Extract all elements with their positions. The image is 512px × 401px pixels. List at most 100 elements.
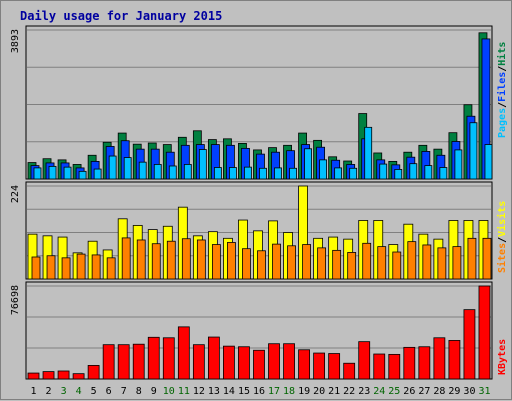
x-tick-label: 26 [403,386,415,397]
x-tick-label: 28 [433,386,445,397]
kbytes-bar [238,346,250,380]
kbytes-bar [87,365,100,380]
sites-bar [422,244,432,280]
kbytes-bar [162,337,175,380]
legend-top: Pages/Files/Hits [496,42,508,138]
pages-bar [454,149,463,180]
sites-bar [317,247,327,280]
pages-bar [469,122,478,180]
kbytes-bar [132,343,145,380]
kbytes-bar [403,346,416,380]
x-tick-label: 17 [268,386,280,397]
sites-bar [196,239,206,280]
kbytes-bar [313,352,326,380]
x-tick-label: 2 [46,386,52,397]
x-tick-label: 29 [448,386,460,397]
pages-bar [48,165,57,180]
sites-bar [242,248,251,280]
sites-bar [437,247,447,280]
pages-bar [349,167,358,180]
kbytes-bar [192,344,205,380]
x-tick-label: 31 [478,386,490,397]
x-tick-label: 8 [136,386,142,397]
x-tick-label: 7 [121,386,127,397]
legend-item-visits: Visits [496,201,508,237]
pages-bar [304,148,312,180]
kbytes-bar [57,370,70,380]
kbytes-bar [117,344,130,380]
x-tick-label: 23 [358,386,370,397]
x-tick-label: 27 [418,386,430,397]
pages-bar [364,126,373,180]
x-tick-label: 5 [91,386,97,397]
pages-bar [394,169,403,180]
legend-separator: / [497,102,508,108]
pages-bar [334,167,343,180]
kbytes-bar [328,353,341,380]
sites-bar [46,255,56,280]
sites-bar [181,238,191,280]
pages-bar [244,166,252,180]
kbytes-bar [388,353,401,380]
kbytes-bar [433,337,446,380]
kbytes-bar [298,349,310,380]
legend-separator: / [497,237,508,243]
y-max-label-middle: 224 [10,185,21,203]
kbytes-bar [268,343,280,380]
sites-bar [257,250,266,280]
pages-bar [484,144,493,180]
x-tick-label: 25 [388,386,400,397]
pages-bar [289,167,297,180]
pages-bar [274,167,282,180]
x-tick-label: 9 [151,386,157,397]
x-tick-label: 30 [463,386,475,397]
x-tick-label: 11 [178,386,190,397]
kbytes-bar [72,373,85,380]
sites-bar [136,239,146,280]
sites-bar [151,243,161,280]
pages-bar [198,149,207,180]
kbytes-bar [42,371,55,380]
pages-bar [93,168,102,180]
kbytes-bar [448,340,461,380]
kbytes-bar [27,372,40,380]
x-tick-label: 4 [76,386,82,397]
legend-bottom: KBytes [497,339,508,375]
pages-bar [259,167,267,180]
sites-bar [211,244,221,280]
sites-bar [467,237,477,280]
pages-bar [168,165,177,180]
chart-title: Daily usage for January 2015 [20,9,222,23]
x-tick-label: 12 [193,386,205,397]
kbytes-bar [358,341,371,380]
legend-middle: Sites/Visits [496,201,508,273]
x-tick-label: 19 [298,386,310,397]
sites-bar [377,246,387,280]
kbytes-bar [283,343,295,380]
sites-bar [61,257,71,280]
pages-bar [183,164,192,180]
pages-bar [379,163,388,180]
sites-bar [347,252,357,280]
x-tick-label: 24 [373,386,385,397]
sites-bar [287,245,296,280]
pages-bar [138,161,147,180]
sites-bar [166,240,176,280]
x-tick-label: 1 [31,386,37,397]
pages-bar [213,167,222,180]
legend-item-hits: Hits [496,42,508,66]
pages-bar [319,159,328,180]
kbytes-bar [177,326,190,380]
legend-item-files: Files [496,72,508,102]
x-tick-label: 15 [238,386,250,397]
pages-bar [78,170,87,180]
kbytes-bar [343,362,356,380]
x-tick-label: 6 [106,386,112,397]
pages-bar [439,167,448,180]
pages-bar [123,157,132,180]
x-tick-label: 13 [208,386,220,397]
sites-bar [482,237,492,280]
x-tick-label: 3 [61,386,67,397]
sites-bar [272,243,281,280]
